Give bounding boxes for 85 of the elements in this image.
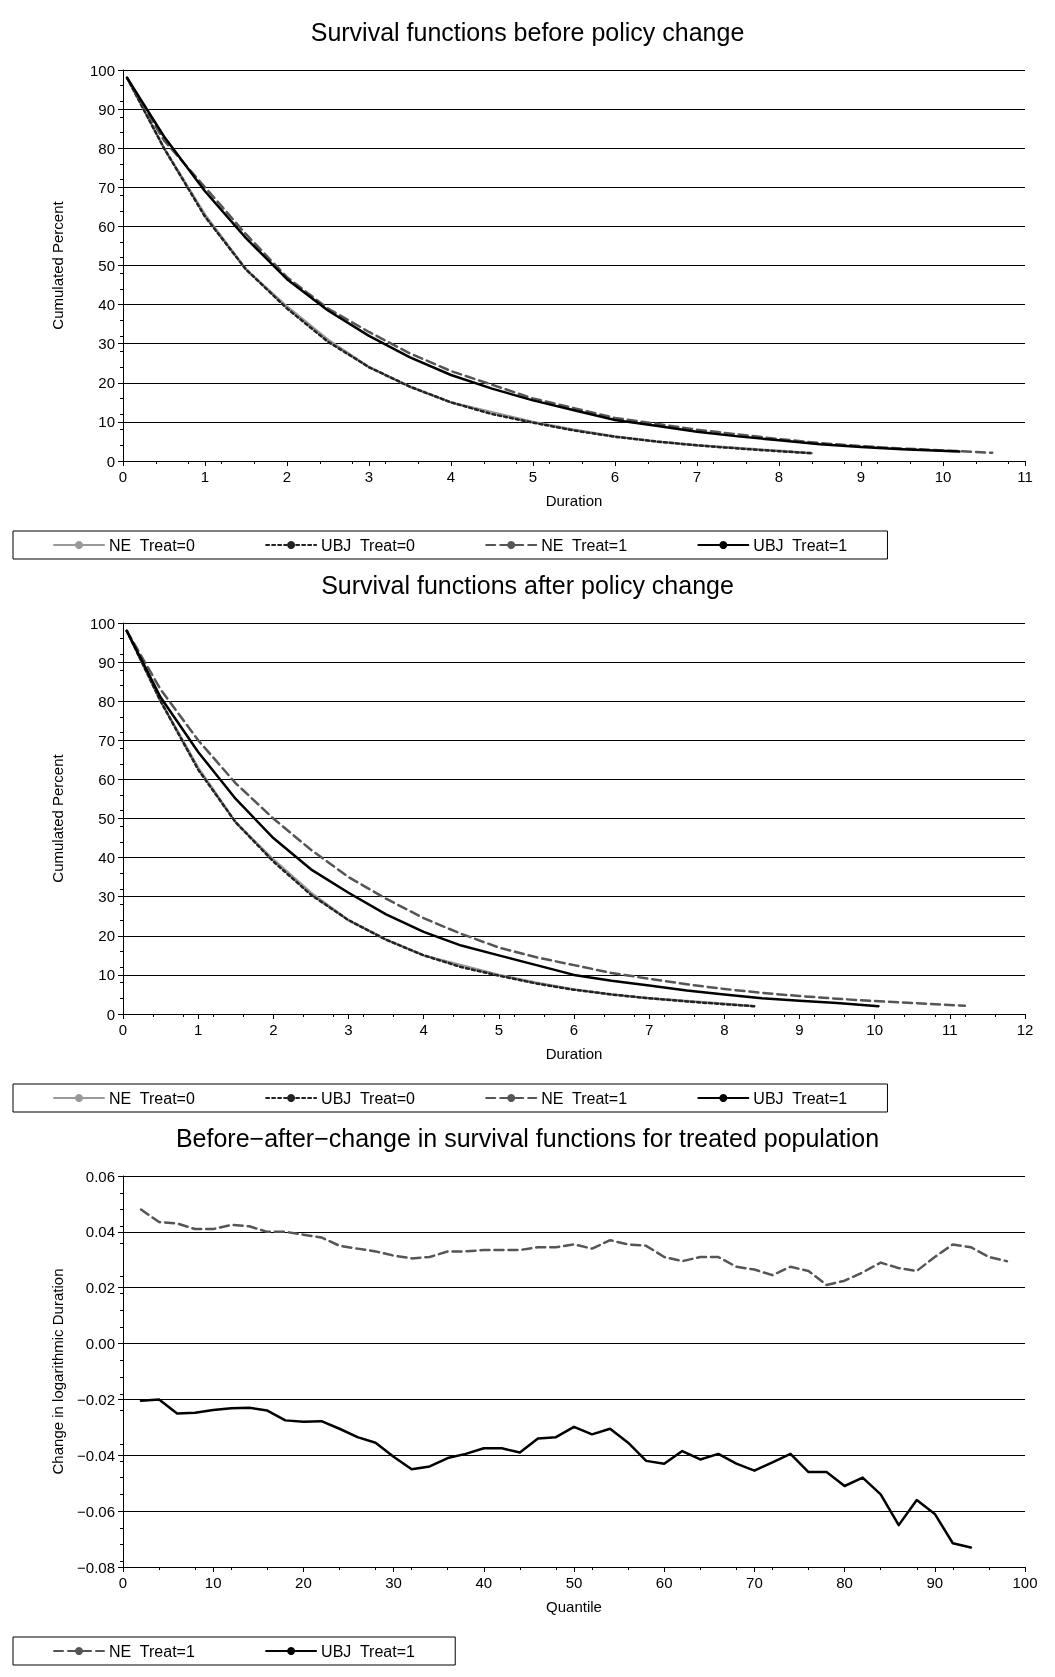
y-tick-label: 30 [98,335,115,353]
legend-label: NE Treat=0 [109,536,195,554]
x-tick-label: 8 [774,468,784,485]
y-axis-title: Cumulated Percent [49,753,66,883]
legend-label: NE Treat=0 [109,1089,195,1107]
x-axis-title: Quantile [546,1598,602,1615]
x-tick-label: 1 [193,1021,203,1038]
y-tick-label: 60 [98,770,115,788]
x-tick-label: 3 [344,1021,353,1038]
legend-label: UBJ Treat=1 [321,1642,416,1660]
y-tick-label: −0.08 [77,1558,115,1576]
x-tick-label: 9 [856,468,866,485]
chart-title: Survival functions after policy change [321,570,734,599]
x-tick-label: 0 [118,1574,128,1591]
x-tick-label: 6 [569,1021,579,1038]
x-tick-label: 11 [942,1021,958,1038]
y-tick-label: 100 [89,614,115,632]
chart-title: Before−after−change in survival functions for treated population [175,1123,880,1152]
x-tick-label: 60 [655,1574,673,1591]
x-tick-label: 8 [720,1021,729,1038]
y-tick-label: 40 [98,849,115,867]
y-tick-label: 10 [98,413,115,431]
legend-label: NE Treat=1 [541,1089,628,1107]
x-tick-label: 90 [926,1574,944,1591]
legend-label: NE Treat=1 [109,1642,195,1660]
x-axis-title: Duration [545,1045,603,1062]
y-tick-label: 50 [98,257,115,274]
y-tick-label: 100 [89,61,115,79]
x-tick-label: 12 [1016,1021,1034,1038]
y-tick-label: 90 [98,653,115,671]
x-tick-label: 7 [644,1021,654,1038]
legend-label: UBJ Treat=0 [321,536,416,554]
x-tick-label: 5 [528,468,538,485]
x-tick-label: 2 [269,1021,278,1038]
x-tick-label: 10 [204,1574,222,1591]
x-tick-label: 4 [446,468,456,485]
y-tick-label: 0 [106,452,115,470]
x-tick-label: 7 [692,468,702,485]
y-tick-label: 10 [98,966,115,984]
y-tick-label: 80 [98,692,115,710]
y-tick-label: −0.06 [77,1502,115,1520]
y-tick-label: 20 [98,927,115,945]
y-tick-label: 0.04 [85,1223,115,1241]
x-tick-label: 1 [200,468,210,485]
y-tick-label: 0.00 [85,1335,115,1353]
x-tick-label: 0 [118,1021,128,1038]
legend-label: NE Treat=1 [541,536,628,554]
y-tick-label: 70 [98,731,115,749]
x-tick-label: 10 [866,1021,884,1038]
y-axis-title: Change in logarithmic Duration [49,1268,66,1475]
x-tick-label: 4 [419,1021,428,1038]
x-tick-label: 40 [475,1574,493,1591]
x-tick-label: 11 [1017,468,1033,485]
x-tick-label: 6 [610,468,620,485]
y-axis-title: Cumulated Percent [49,200,66,330]
x-tick-label: 80 [836,1574,853,1591]
y-tick-label: 0.02 [85,1279,115,1297]
y-tick-label: 80 [98,139,115,157]
y-tick-label: −0.02 [77,1390,115,1408]
legend-label: UBJ Treat=1 [753,1089,848,1107]
chart-title: Survival functions before policy change [310,17,745,46]
x-tick-label: 5 [494,1021,504,1038]
legend-label: UBJ Treat=1 [753,536,848,554]
x-tick-label: 20 [295,1574,312,1591]
x-tick-label: 30 [385,1574,402,1591]
x-tick-label: 9 [795,1021,804,1038]
x-tick-label: 100 [1012,1574,1038,1591]
x-axis-title: Duration [545,492,603,509]
legend-label: UBJ Treat=0 [321,1089,416,1107]
y-tick-label: 0 [106,1005,115,1023]
x-tick-label: 3 [364,468,374,485]
x-tick-label: 0 [118,468,128,485]
x-tick-label: 70 [746,1574,763,1591]
y-tick-label: 90 [98,100,115,118]
x-tick-label: 50 [565,1574,583,1591]
y-tick-label: 60 [98,217,115,235]
y-tick-label: 70 [98,178,115,196]
y-tick-label: 50 [98,810,115,827]
x-tick-label: 10 [934,468,952,485]
y-tick-label: −0.04 [77,1446,115,1464]
y-tick-label: 20 [98,374,115,392]
y-tick-label: 0.06 [85,1167,115,1185]
x-tick-label: 2 [282,468,292,485]
y-tick-label: 30 [98,888,115,906]
y-tick-label: 40 [98,296,115,314]
